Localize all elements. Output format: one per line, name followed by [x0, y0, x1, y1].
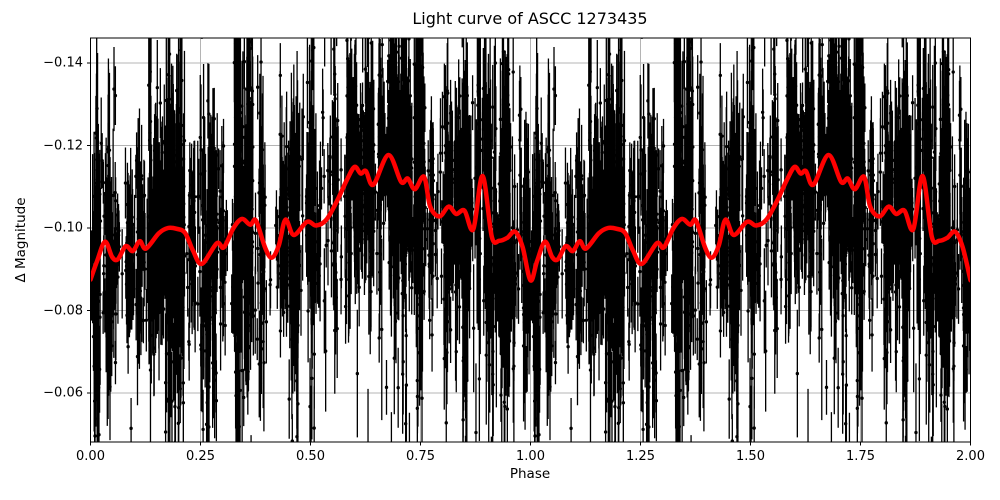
- x-tick-label: 1.75: [846, 449, 875, 464]
- y-tick-label: −0.12: [43, 138, 83, 153]
- x-tick-label: 1.25: [626, 449, 655, 464]
- x-tick-label: 0.00: [76, 449, 105, 464]
- x-tick-label: 1.00: [516, 449, 545, 464]
- x-tick-label: 2.00: [956, 449, 985, 464]
- x-tick-label: 0.25: [186, 449, 215, 464]
- x-tick-label: 0.75: [406, 449, 435, 464]
- x-tick-label: 0.50: [296, 449, 325, 464]
- y-tick-label: −0.08: [43, 303, 83, 318]
- chart-title: Light curve of ASCC 1273435: [412, 9, 648, 28]
- y-tick-label: −0.10: [43, 220, 83, 236]
- y-axis-label: Δ Magnitude: [13, 197, 29, 283]
- y-tick-label: −0.14: [43, 55, 83, 71]
- x-axis-label: Phase: [509, 466, 551, 482]
- y-tick-label: −0.06: [43, 385, 83, 401]
- x-tick-label: 1.50: [736, 449, 765, 464]
